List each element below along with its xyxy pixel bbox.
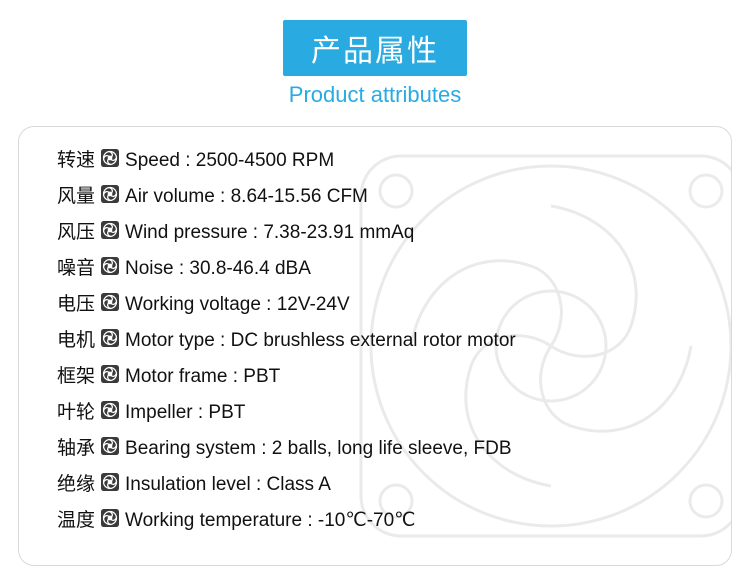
attr-label-cn: 电压	[57, 295, 95, 314]
fan-icon	[101, 293, 125, 315]
attr-label-en: Speed : 2500-4500 RPM	[125, 151, 334, 170]
attr-label-cn: 风量	[57, 187, 95, 206]
attr-label-cn: 转速	[57, 151, 95, 170]
attribute-row: 绝缘 Insulation level : Class A	[57, 473, 693, 495]
attribute-row: 电机 Motor type : DC brushless external ro…	[57, 329, 693, 351]
attr-label-en: Insulation level : Class A	[125, 475, 331, 494]
attr-label-cn: 叶轮	[57, 403, 95, 422]
attr-label-cn: 轴承	[57, 439, 95, 458]
attr-label-en: Working voltage : 12V-24V	[125, 295, 350, 314]
attr-label-en: Wind pressure : 7.38-23.91 mmAq	[125, 223, 414, 242]
attributes-panel: 转速 Speed : 2500-4500 RPM 风量 Air volume : …	[18, 126, 732, 566]
attribute-row: 电压 Working voltage : 12V-24V	[57, 293, 693, 315]
fan-icon	[101, 509, 125, 531]
attr-label-en: Bearing system : 2 balls, long life slee…	[125, 439, 512, 458]
fan-icon	[101, 401, 125, 423]
fan-icon	[101, 257, 125, 279]
attribute-row: 风压 Wind pressure : 7.38-23.91 mmAq	[57, 221, 693, 243]
attribute-row: 噪音 Noise : 30.8-46.4 dBA	[57, 257, 693, 279]
attr-label-cn: 风压	[57, 223, 95, 242]
attr-label-cn: 绝缘	[57, 475, 95, 494]
attribute-row: 风量 Air volume : 8.64-15.56 CFM	[57, 185, 693, 207]
title-english: Product attributes	[18, 82, 732, 108]
attr-label-cn: 框架	[57, 367, 95, 386]
fan-icon	[101, 437, 125, 459]
fan-icon	[101, 149, 125, 171]
attr-label-en: Motor frame : PBT	[125, 367, 280, 386]
attr-label-en: Impeller : PBT	[125, 403, 245, 422]
attr-label-en: Air volume : 8.64-15.56 CFM	[125, 187, 368, 206]
fan-icon	[101, 365, 125, 387]
attr-label-cn: 电机	[57, 331, 95, 350]
attr-label-cn: 温度	[57, 511, 95, 530]
attribute-row: 转速 Speed : 2500-4500 RPM	[57, 149, 693, 171]
header: 产品属性 Product attributes	[18, 20, 732, 108]
fan-icon	[101, 473, 125, 495]
title-chinese: 产品属性	[283, 20, 467, 76]
attribute-row: 轴承 Bearing system : 2 balls, long life s…	[57, 437, 693, 459]
attr-label-cn: 噪音	[57, 259, 95, 278]
attr-label-en: Noise : 30.8-46.4 dBA	[125, 259, 311, 278]
attribute-row: 温度 Working temperature : -10℃-70℃	[57, 509, 693, 531]
attribute-row: 框架 Motor frame : PBT	[57, 365, 693, 387]
attr-label-en: Motor type : DC brushless external rotor…	[125, 331, 516, 350]
attribute-row: 叶轮 Impeller : PBT	[57, 401, 693, 423]
attr-label-en: Working temperature : -10℃-70℃	[125, 511, 416, 530]
fan-icon	[101, 221, 125, 243]
attribute-list: 转速 Speed : 2500-4500 RPM 风量 Air volume : …	[57, 149, 693, 531]
fan-icon	[101, 329, 125, 351]
fan-icon	[101, 185, 125, 207]
